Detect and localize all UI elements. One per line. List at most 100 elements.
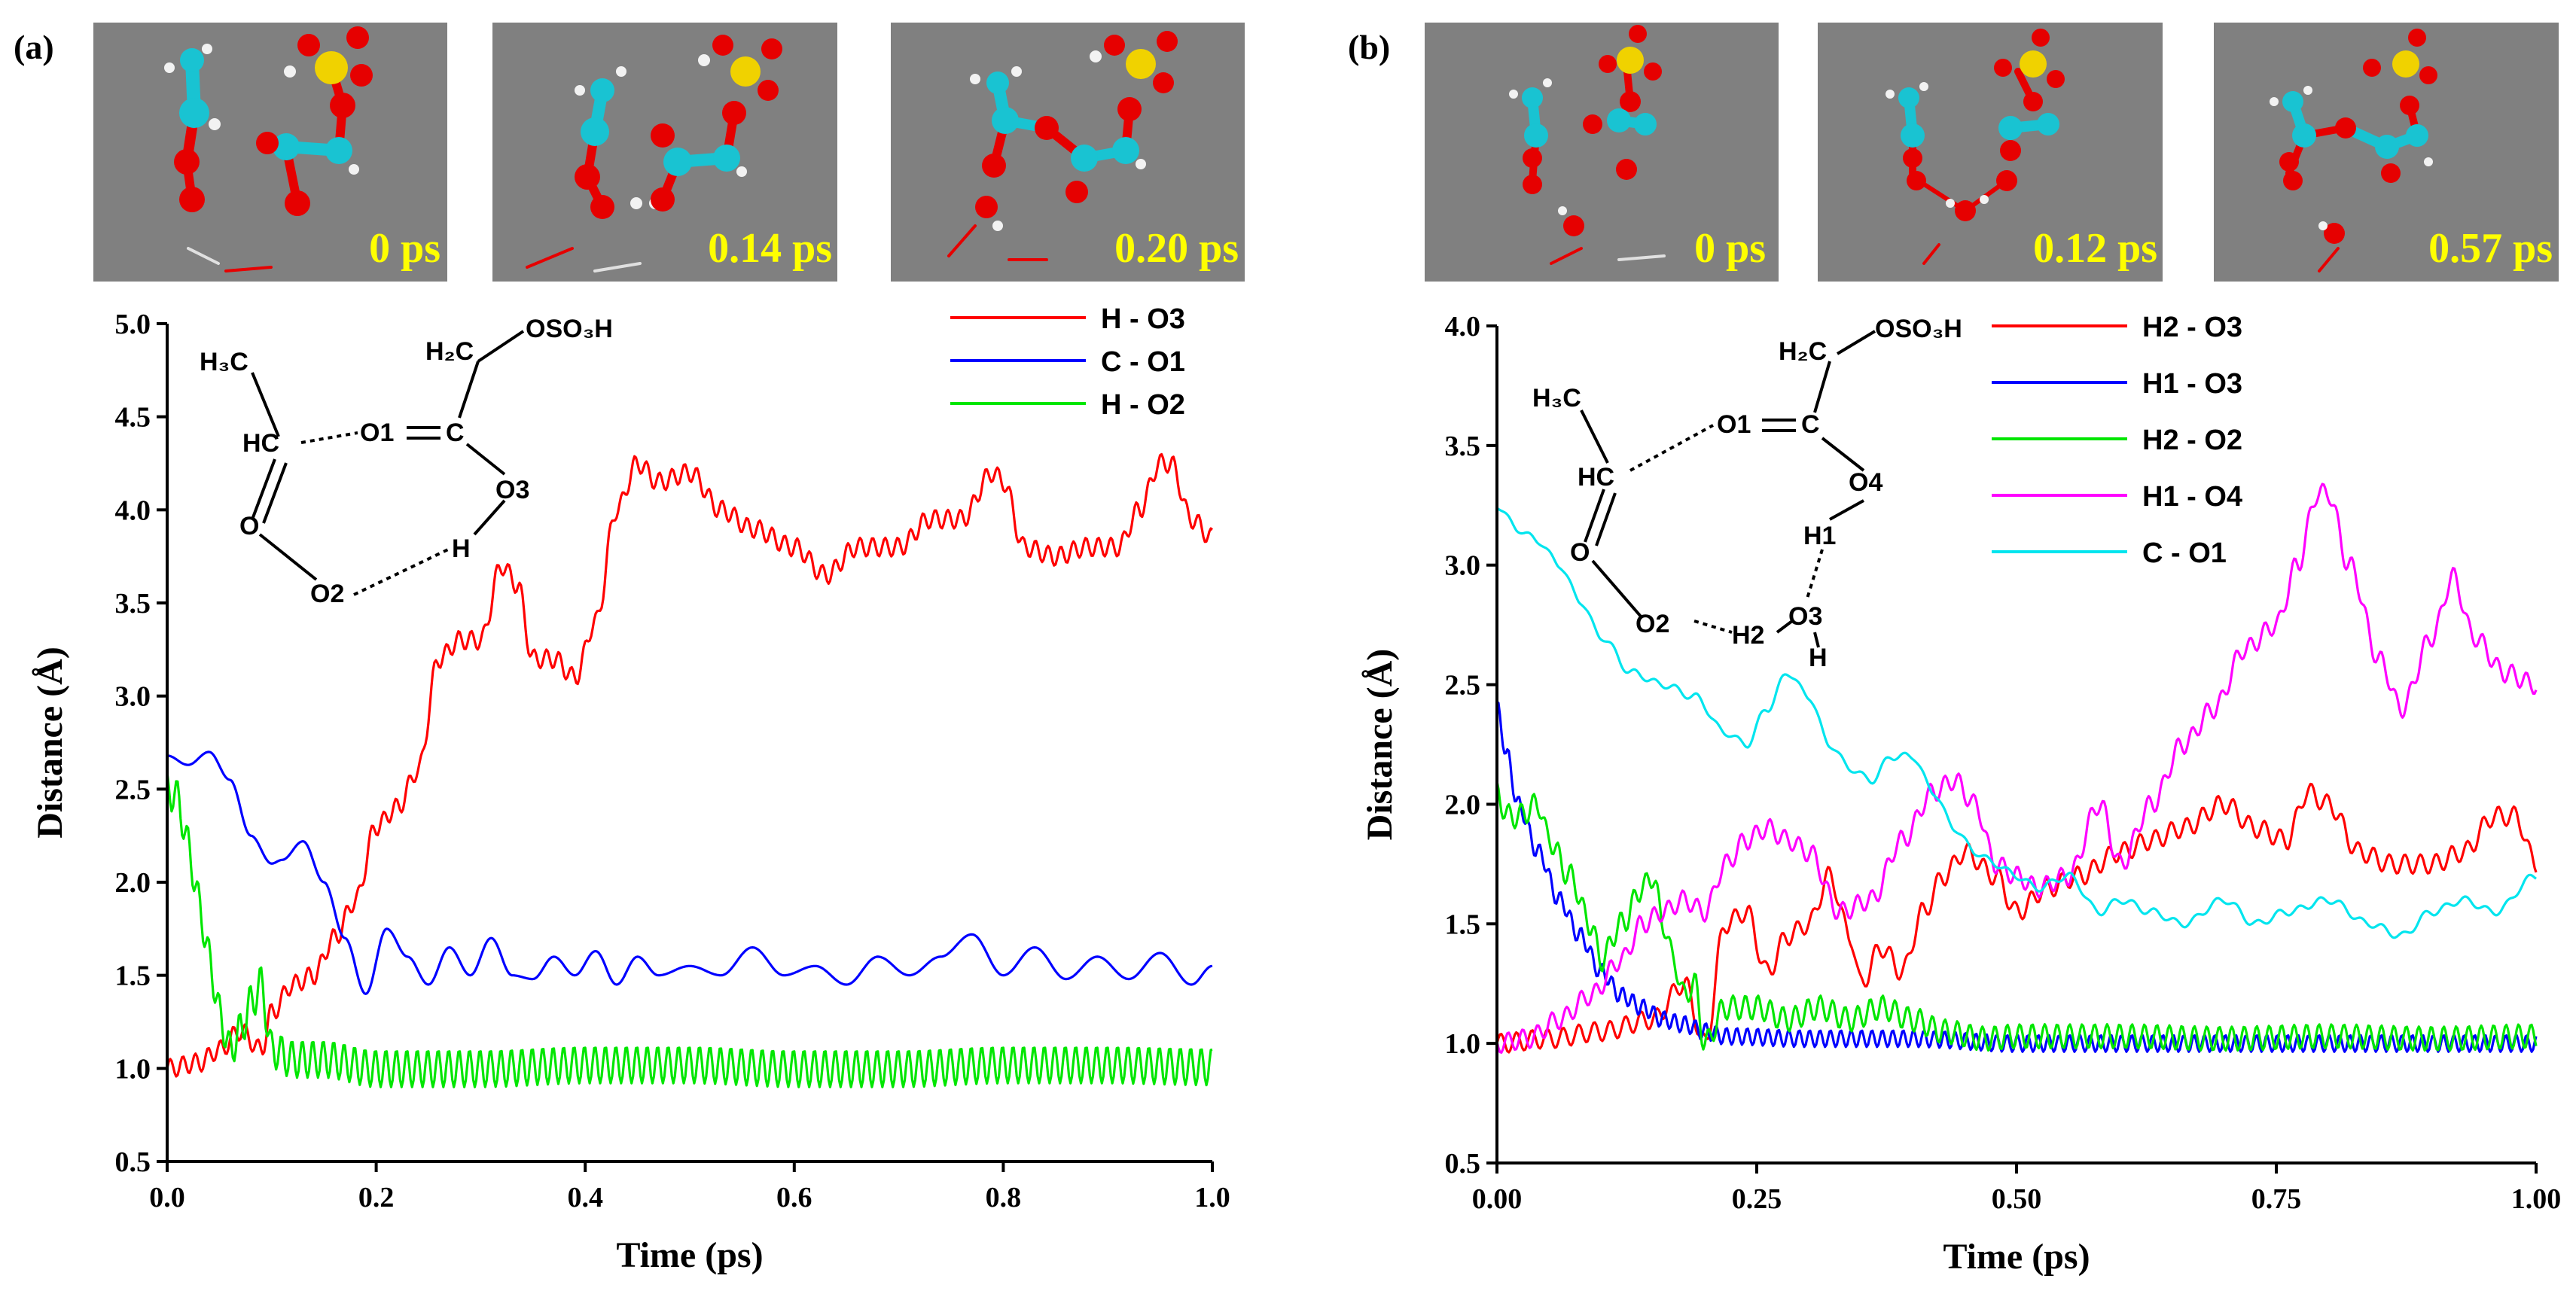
y-tick-label: 2.5 (1445, 670, 1481, 702)
x-axis-label: Time (ps) (616, 1235, 763, 1275)
legend-label: C - O1 (2142, 537, 2227, 569)
molecule-render (2270, 29, 2437, 272)
scheme-ch3: H₃C (1532, 384, 1581, 413)
y-tick-label: 0.5 (1445, 1148, 1481, 1180)
y-axis-label: Distance (Å) (30, 647, 70, 839)
y-tick-label: 2.0 (115, 867, 151, 899)
series-line-h2-o2 (1495, 781, 2538, 1052)
snapshot-background (1818, 23, 2163, 282)
x-tick-label: 1.00 (2511, 1183, 2562, 1215)
scheme-o3: O3 (495, 476, 529, 504)
legend-label: H - O2 (1101, 389, 1185, 421)
series-group (166, 452, 1213, 1088)
scheme-o2: O2 (310, 580, 344, 608)
chart-a: 0.5 1.0 1.5 2.0 2.5 3.0 3.5 4.0 4.5 5.0 0.0 0.2 0.4 0… (30, 303, 1230, 1275)
legend-label: C - O1 (1101, 346, 1185, 378)
legend-label: H1 - O3 (2142, 368, 2242, 400)
snapshot-time-label: 0 ps (369, 225, 441, 272)
scheme-o4: O4 (1849, 468, 1882, 497)
scheme-hc: HC (242, 429, 279, 458)
snapshot-background (492, 23, 837, 282)
series-line-h-o2 (166, 772, 1213, 1088)
molecule-render (164, 26, 373, 272)
legend: H - O3 C - O1 H - O2 (950, 303, 1185, 421)
snapshot-2: 0.12 ps (1818, 23, 2163, 282)
panel-a: (a) (14, 23, 1245, 1275)
scheme-o2: O2 (1636, 610, 1669, 638)
y-tick-label: 3.5 (1445, 431, 1481, 462)
y-tick-label: 1.5 (115, 961, 151, 992)
y-tick-label: 4.0 (115, 495, 151, 526)
x-tick-label: 0.25 (1732, 1183, 1782, 1215)
scheme-h: H (1809, 644, 1828, 672)
y-tick-label: 1.5 (1445, 909, 1481, 940)
scheme-ch2: H₂C (425, 337, 474, 366)
y-tick-label: 3.5 (115, 588, 151, 620)
scheme-o3: O3 (1788, 602, 1822, 631)
x-tick-label: 0.0 (149, 1182, 185, 1213)
series-line-h1-o3 (1495, 700, 2538, 1053)
y-tick-label: 5.0 (115, 309, 151, 340)
x-axis-label: Time (ps) (1943, 1237, 2090, 1277)
reaction-scheme: H₃C HC O O1 C H₂C OSO₃H O4 H1 O3 H2 H O2 (1532, 315, 1962, 672)
y-tick-label: 3.0 (115, 681, 151, 713)
x-tick-label: 0.4 (567, 1182, 603, 1213)
molecule-render (1509, 25, 1666, 265)
snapshot-time-label: 0.57 ps (2428, 225, 2553, 272)
snapshot-time-label: 0 ps (1694, 225, 1766, 272)
y-tick-label: 1.0 (115, 1053, 151, 1085)
y-tick-label: 4.0 (1445, 311, 1481, 342)
snapshot-time-label: 0.20 ps (1114, 225, 1239, 272)
series-line-c-o1 (166, 750, 1213, 996)
series-line-h-o3 (166, 452, 1213, 1078)
y-tick-label: 1.0 (1445, 1028, 1481, 1060)
x-tick-label: 0.75 (2251, 1183, 2302, 1215)
x-tick-label: 1.0 (1194, 1182, 1230, 1213)
legend-label: H1 - O4 (2142, 481, 2242, 513)
legend-label: H2 - O2 (2142, 425, 2242, 456)
molecule-render (526, 35, 782, 272)
series-line-h2-o3 (1495, 782, 2538, 1054)
snapshot-1: 0 ps (1425, 23, 1779, 282)
snapshot-2: 0.14 ps (492, 23, 837, 282)
y-tick-label: 3.0 (1445, 550, 1481, 582)
molecule-render (947, 31, 1178, 261)
scheme-oso3h: OSO₃H (1875, 315, 1962, 343)
scheme-ch3: H₃C (200, 348, 248, 376)
y-axis-label: Distance (Å) (1360, 649, 1400, 841)
chart-b: 0.5 1.0 1.5 2.0 2.5 3.0 3.5 4.0 0.00 0.25 0.50 0.75… (1360, 311, 2561, 1277)
series-group (1495, 483, 2538, 1054)
snapshot-time-label: 0.12 ps (2033, 225, 2157, 272)
x-tick-label: 0.6 (776, 1182, 812, 1213)
scheme-o: O (239, 512, 259, 540)
snapshot-background (891, 23, 1245, 282)
scheme-ch2: H₂C (1779, 337, 1827, 366)
legend-label: H - O3 (1101, 303, 1185, 335)
y-tick-label: 0.5 (115, 1146, 151, 1178)
scheme-o1: O1 (1717, 410, 1751, 439)
legend-label: H2 - O3 (2142, 312, 2242, 343)
snapshot-3: 0.20 ps (891, 23, 1245, 282)
x-tick-label: 0.8 (986, 1182, 1022, 1213)
legend: H2 - O3 H1 - O3 H2 - O2 H1 - O4 C - O1 (1992, 312, 2242, 569)
scheme-h: H (452, 534, 471, 563)
reaction-scheme: H₃C HC O O1 C H₂C OSO₃H O3 H O2 (200, 315, 613, 608)
molecule-render (1886, 29, 2065, 265)
snapshot-1: 0 ps (93, 23, 447, 282)
scheme-h2: H2 (1732, 621, 1764, 650)
panel-b: (b) (1348, 23, 2561, 1277)
x-tick-label: 0.00 (1472, 1183, 1523, 1215)
scheme-o1: O1 (360, 419, 394, 447)
scheme-hc: HC (1578, 463, 1614, 492)
series-line-h1-o4 (1495, 483, 2538, 1054)
y-tick-label: 4.5 (115, 402, 151, 434)
y-tick-label: 2.0 (1445, 789, 1481, 820)
scheme-oso3h: OSO₃H (526, 315, 613, 343)
scheme-o: O (1570, 538, 1590, 567)
scheme-h1: H1 (1803, 522, 1836, 550)
snapshot-time-label: 0.14 ps (708, 225, 832, 272)
scheme-c: C (1801, 410, 1820, 439)
panel-label: (a) (14, 28, 54, 66)
y-tick-label: 2.5 (115, 774, 151, 805)
